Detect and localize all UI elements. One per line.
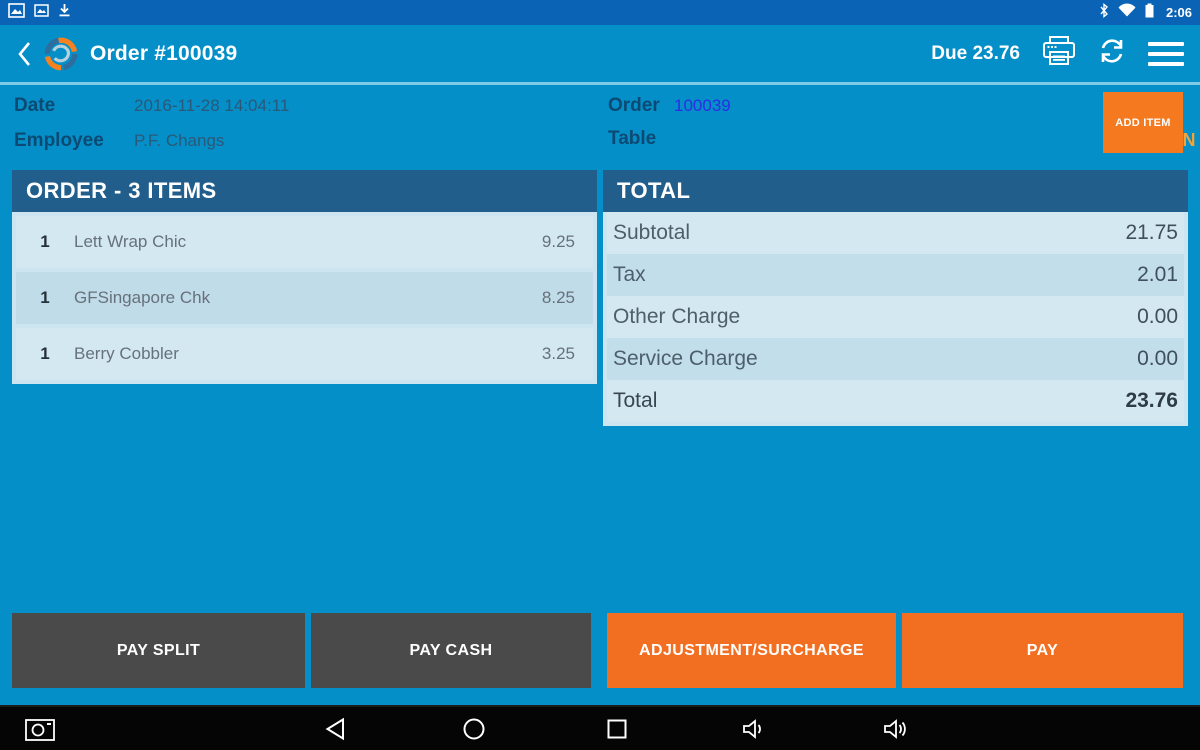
camera-icon[interactable] (25, 717, 55, 741)
service-charge-value: 0.00 (1137, 347, 1178, 370)
order-panel-header: ORDER - 3 ITEMS (12, 170, 597, 212)
tax-value: 2.01 (1137, 263, 1178, 286)
app-bar-divider (0, 82, 1200, 85)
order-label: Order (608, 95, 660, 116)
service-charge-label: Service Charge (613, 347, 758, 370)
total-rows: Subtotal 21.75 Tax 2.01 Other Charge 0.0… (603, 212, 1188, 426)
screenshot-image-icon (8, 2, 25, 23)
item-price: 9.25 (541, 232, 575, 251)
clock: 2:06 (1165, 5, 1192, 20)
grand-total-value: 23.76 (1125, 389, 1178, 412)
android-nav-bar (0, 705, 1200, 750)
pay-split-button[interactable]: PAY SPLIT (12, 613, 305, 688)
order-number-link[interactable]: 100039 (674, 96, 731, 115)
subtotal-label: Subtotal (613, 221, 691, 244)
other-charge-row: Other Charge 0.00 (607, 296, 1184, 338)
total-panel: TOTAL Subtotal 21.75 Tax 2.01 Other Char… (603, 170, 1188, 426)
refresh-icon[interactable] (1098, 37, 1126, 70)
order-info-right: Order 100039 Table (608, 95, 1088, 161)
item-name: Lett Wrap Chic (74, 232, 187, 251)
add-item-button[interactable]: ADD ITEM (1103, 92, 1183, 153)
home-circle-icon[interactable] (462, 717, 486, 741)
employee-label: Employee (14, 130, 104, 151)
status-bar: 2:06 (0, 0, 1200, 25)
order-items-panel: ORDER - 3 ITEMS 1 Lett Wrap Chic 9.25 1 … (12, 170, 597, 384)
subtotal-value: 21.75 (1125, 221, 1178, 244)
order-item-row[interactable]: 1 Lett Wrap Chic 9.25 (16, 216, 593, 268)
bluetooth-icon (1099, 2, 1109, 23)
service-charge-row: Service Charge 0.00 (607, 338, 1184, 380)
download-icon (58, 3, 71, 23)
battery-icon (1145, 3, 1154, 23)
item-price: 8.25 (541, 288, 575, 307)
order-info-left: Date 2016-11-28 14:04:11 Employee P.F. C… (14, 95, 597, 165)
employee-value: P.F. Changs (134, 131, 225, 150)
pay-button[interactable]: PAY (902, 613, 1183, 688)
item-qty: 1 (40, 232, 50, 251)
subtotal-row: Subtotal 21.75 (607, 212, 1184, 254)
volume-low-icon[interactable] (742, 717, 768, 741)
order-info-section: Date 2016-11-28 14:04:11 Employee P.F. C… (0, 85, 1200, 168)
item-qty: 1 (40, 288, 50, 307)
item-name: Berry Cobbler (74, 344, 179, 363)
pay-cash-button[interactable]: PAY CASH (311, 613, 591, 688)
status-bar-notifications (8, 2, 71, 23)
other-charge-value: 0.00 (1137, 305, 1178, 328)
recents-square-icon[interactable] (606, 718, 628, 740)
order-items-list: 1 Lett Wrap Chic 9.25 1 GFSingapore Chk … (12, 212, 597, 384)
table-label: Table (608, 128, 657, 149)
adjustment-surcharge-button[interactable]: ADJUSTMENT/SURCHARGE (607, 613, 896, 688)
date-label: Date (14, 95, 56, 116)
tax-row: Tax 2.01 (607, 254, 1184, 296)
volume-high-icon[interactable] (883, 717, 913, 741)
app-logo (42, 35, 80, 73)
printer-icon[interactable] (1042, 35, 1076, 72)
menu-icon[interactable] (1148, 41, 1184, 66)
status-bar-system: 2:06 (1099, 2, 1192, 23)
tax-label: Tax (613, 263, 646, 286)
other-charge-label: Other Charge (613, 305, 741, 328)
item-qty: 1 (40, 344, 50, 363)
order-item-row[interactable]: 1 Berry Cobbler 3.25 (16, 328, 593, 380)
page-title: Order #100039 (90, 41, 238, 65)
due-amount: Due 23.76 (931, 42, 1020, 64)
wifi-icon (1118, 3, 1136, 22)
grand-total-row: Total 23.76 (607, 380, 1184, 422)
grand-total-label: Total (613, 389, 658, 412)
back-triangle-icon[interactable] (324, 717, 346, 741)
total-panel-header: TOTAL (603, 170, 1188, 212)
back-chevron-icon[interactable] (16, 39, 38, 69)
image-icon (34, 3, 49, 22)
date-value: 2016-11-28 14:04:11 (134, 96, 290, 115)
order-item-row[interactable]: 1 GFSingapore Chk 8.25 (16, 272, 593, 324)
item-price: 3.25 (541, 344, 575, 363)
app-bar: Order #100039 Due 23.76 (0, 25, 1200, 82)
item-name: GFSingapore Chk (74, 288, 211, 307)
